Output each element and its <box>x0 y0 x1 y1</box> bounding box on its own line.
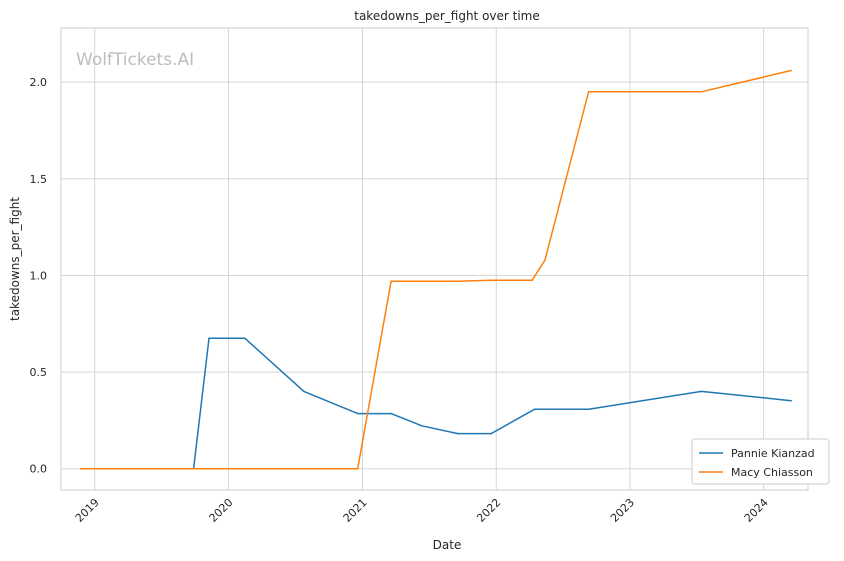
y-axis-label: takedowns_per_fight <box>8 197 22 321</box>
data-point-pannie-kianzad <box>303 390 305 393</box>
x-tick-label: 2020 <box>207 496 236 525</box>
y-tick-label: 1.5 <box>30 173 48 186</box>
data-point-pannie-kianzad <box>208 337 210 340</box>
data-point-macy-chiasson <box>490 279 492 282</box>
data-point-pannie-kianzad <box>390 412 392 415</box>
data-point-pannie-kianzad <box>587 408 590 411</box>
x-tick-label: 2022 <box>474 496 503 525</box>
series-layer <box>80 69 792 470</box>
legend: Pannie Kianzad Macy Chiasson <box>691 438 830 485</box>
x-axis-label: Date <box>433 538 462 552</box>
data-point-macy-chiasson <box>80 467 82 470</box>
data-point-macy-chiasson <box>390 280 392 283</box>
data-point-macy-chiasson <box>790 69 792 72</box>
data-point-macy-chiasson <box>587 91 590 93</box>
x-tick-label: 2023 <box>608 496 637 525</box>
x-axis-ticks: 2019 2020 2021 2022 2023 2024 <box>73 496 771 525</box>
data-point-macy-chiasson <box>700 91 703 93</box>
chart-title: takedowns_per_fight over time <box>354 9 540 23</box>
y-axis-ticks: 0.0 0.5 1.0 1.5 2.0 <box>30 76 48 476</box>
series-line-pannie-kianzad <box>80 337 792 470</box>
legend-label-pannie-kianzad: Pannie Kianzad <box>731 447 815 460</box>
watermark: WolfTickets.AI <box>76 50 194 70</box>
data-point-pannie-kianzad <box>490 432 492 435</box>
data-point-macy-chiasson <box>544 259 546 261</box>
x-tick-label: 2019 <box>73 496 102 525</box>
x-tick-label: 2024 <box>742 496 771 525</box>
data-point-pannie-kianzad <box>244 337 246 340</box>
y-tick-label: 2.0 <box>30 76 48 89</box>
y-tick-label: 0.5 <box>30 366 48 379</box>
data-point-macy-chiasson <box>457 280 459 283</box>
data-point-pannie-kianzad <box>790 399 792 402</box>
legend-label-macy-chiasson: Macy Chiasson <box>731 466 813 479</box>
legend-box <box>691 438 830 485</box>
y-tick-label: 0.0 <box>30 463 48 476</box>
data-point-macy-chiasson <box>531 279 533 282</box>
data-point-macy-chiasson <box>356 467 359 470</box>
y-tick-label: 1.0 <box>30 269 48 282</box>
data-point-pannie-kianzad <box>421 425 423 427</box>
data-point-pannie-kianzad <box>457 432 459 435</box>
data-point-pannie-kianzad <box>356 412 359 415</box>
data-point-pannie-kianzad <box>700 390 703 393</box>
data-point-pannie-kianzad <box>533 408 536 411</box>
series-line-macy-chiasson <box>80 69 792 470</box>
plot-area <box>60 27 809 491</box>
x-tick-label: 2021 <box>341 496 370 525</box>
